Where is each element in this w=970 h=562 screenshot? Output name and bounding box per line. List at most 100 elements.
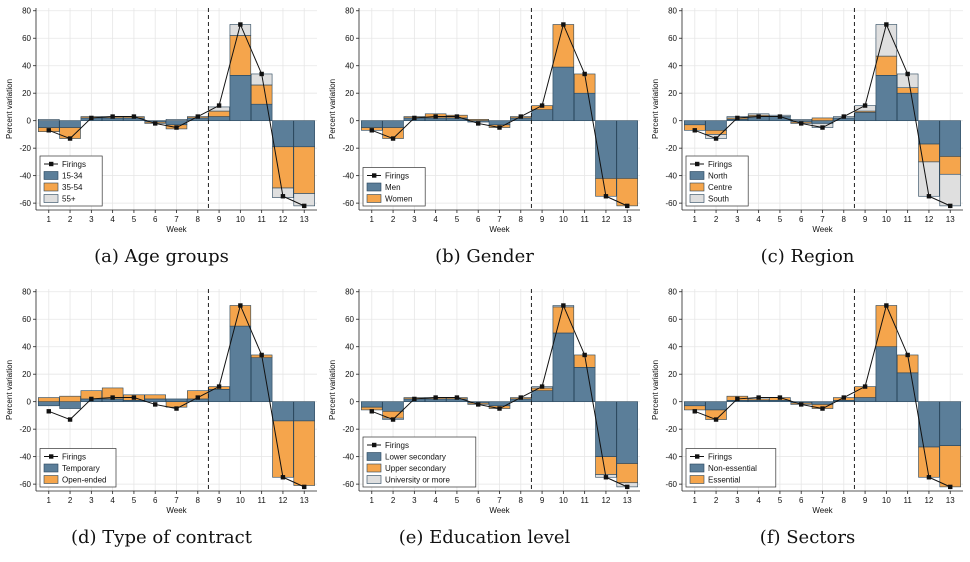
legend-swatch-women (366, 194, 382, 203)
firings-marker (948, 203, 953, 209)
firings-marker (756, 395, 761, 400)
x-tick-label: 10 (882, 215, 891, 224)
y-tick-label: 60 (22, 315, 31, 324)
bars (684, 24, 961, 207)
legend-swatch-55- (43, 194, 59, 203)
firings-marker (433, 114, 438, 119)
y-tick-label: -60 (665, 199, 677, 208)
x-tick-label: 11 (903, 215, 912, 224)
bar-north (918, 120, 940, 145)
bar-non-essential (684, 401, 706, 407)
bar-north (705, 120, 727, 131)
bar-55- (165, 119, 188, 121)
firings-marker (841, 395, 846, 400)
y-tick-label: 40 (22, 343, 31, 352)
bar-non-essential (875, 346, 898, 402)
bar-55- (38, 119, 60, 121)
x-tick-label: 9 (540, 496, 545, 505)
bar-essential (939, 445, 961, 488)
firings-marker (692, 128, 697, 133)
x-tick-label: 6 (799, 496, 804, 505)
y-tick-label: -40 (19, 452, 31, 461)
x-tick-label: 8 (196, 215, 201, 224)
y-tick-label: 20 (668, 370, 677, 379)
x-tick-label: 7 (820, 215, 825, 224)
y-tick-label: -20 (342, 425, 354, 434)
firings-marker (46, 128, 51, 133)
x-tick-label: 3 (735, 496, 740, 505)
x-tick-label: 7 (820, 496, 825, 505)
x-tick-label: 10 (236, 496, 245, 505)
caption-gender: (b) Gender (435, 246, 534, 267)
bar-upper-secondary (595, 456, 617, 475)
legend-label: Firings (385, 441, 409, 450)
firings-marker (67, 136, 73, 141)
y-tick-label: -60 (19, 199, 31, 208)
legend-swatch-centre (689, 182, 705, 192)
x-tick-label: 4 (756, 215, 761, 224)
x-tick-label: 5 (455, 496, 460, 505)
legend: Firings Temporary Open-ended (39, 448, 117, 488)
legend-swatch-15-34 (43, 171, 59, 180)
x-tick-label: 3 (89, 496, 94, 505)
bar-temporary (208, 389, 230, 402)
firings-marker (905, 352, 910, 358)
x-tick-label: 13 (300, 215, 309, 224)
firings-marker (841, 114, 846, 119)
legend-swatch-lower-secondary (366, 452, 382, 461)
y-axis-title: Percent variation (328, 360, 337, 420)
bar-centre (896, 87, 919, 94)
legend-label: South (708, 194, 729, 203)
firings-marker (369, 128, 374, 133)
firings-marker (390, 136, 396, 141)
caption-education-level: (e) Education level (398, 527, 571, 548)
x-tick-label: 1 (370, 496, 375, 505)
legend-marker-firings (372, 442, 377, 448)
x-tick-label: 2 (68, 496, 73, 505)
firings-marker (174, 406, 179, 411)
bar-open-ended (38, 397, 60, 402)
x-tick-label: 7 (497, 496, 502, 505)
firings-marker (238, 22, 243, 27)
legend-swatch-north (689, 171, 705, 180)
bar-lower-secondary (531, 390, 553, 402)
x-tick-label: 3 (89, 215, 94, 224)
x-tick-label: 7 (174, 215, 179, 224)
x-tick-label: 4 (110, 496, 115, 505)
firings-marker (582, 71, 587, 77)
y-tick-label: -20 (19, 425, 31, 434)
panel-region: -60 -40 -20 0 20 40 60 80 1 2 3 4 5 6 7 8 9 10 11 12 13 Week P… (646, 0, 969, 281)
x-axis-title: Week (812, 225, 833, 234)
legend-label: North (708, 171, 728, 180)
x-tick-label: 13 (623, 215, 632, 224)
y-tick-label: 0 (673, 397, 678, 406)
legend-label: Non-essential (708, 464, 757, 473)
bar-men (531, 109, 553, 121)
legend-swatch-south (689, 194, 705, 203)
bar-lower-secondary (361, 401, 383, 408)
x-tick-label: 9 (217, 496, 222, 505)
legend-label: Firings (385, 171, 409, 180)
firings-marker (369, 409, 374, 414)
firings-marker (476, 121, 481, 126)
x-tick-label: 3 (412, 496, 417, 505)
x-tick-label: 13 (623, 496, 632, 505)
y-tick-label: -40 (665, 452, 677, 461)
x-tick-label: 2 (68, 215, 73, 224)
y-tick-label: 20 (22, 370, 31, 379)
firings-marker (820, 406, 825, 411)
firings-marker (625, 484, 630, 490)
legend-swatch-35-54 (43, 182, 59, 192)
legend-label: 55+ (62, 194, 76, 203)
bar-15-34 (229, 75, 252, 121)
x-tick-label: 5 (778, 215, 783, 224)
x-tick-label: 13 (946, 496, 955, 505)
firings-marker (238, 303, 243, 308)
panel-gender: -60 -40 -20 0 20 40 60 80 1 2 3 4 5 6 7 8 9 10 11 12 13 Week P… (323, 0, 646, 281)
firings-marker (454, 114, 460, 119)
firings-marker (195, 395, 200, 400)
x-tick-label: 7 (497, 215, 502, 224)
bar-temporary (144, 398, 166, 402)
y-tick-label: 20 (345, 89, 354, 98)
